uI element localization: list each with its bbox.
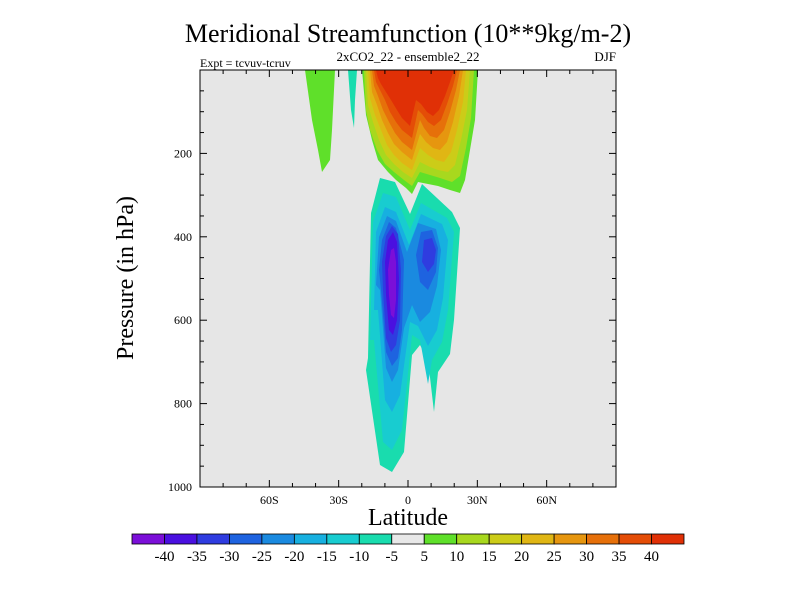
colorbar: -40 -35 -30 -25 -20 -15 -10 -5 5 10 15 20 25 30 35 40 — [131, 533, 685, 565]
colorbar-label: 30 — [579, 549, 594, 565]
colorbar-swatch — [293, 533, 328, 545]
colorbar-swatch — [196, 533, 230, 545]
subtitle-left: Expt = tcvuv-tcruv — [200, 56, 291, 70]
x-axis: 60S 30S 0 30N 60N — [222, 70, 594, 507]
colorbar-swatch — [553, 533, 587, 545]
colorbar-swatch — [164, 533, 198, 545]
colorbar-label: 25 — [547, 549, 562, 565]
colorbar-label: -15 — [317, 549, 337, 565]
colorbar-swatch — [456, 533, 490, 545]
colorbar-swatch — [229, 533, 263, 545]
negative-contour-40 — [388, 248, 396, 318]
colorbar-label: -5 — [386, 549, 399, 565]
colorbar-label: -20 — [284, 549, 304, 565]
y-axis-label: Pressure (in hPa) — [113, 196, 139, 360]
colorbar-label: 10 — [449, 549, 464, 565]
colorbar-swatch — [131, 533, 165, 545]
y-tick-label: 400 — [174, 230, 192, 244]
colorbar-swatch — [358, 533, 393, 545]
colorbar-swatch — [488, 533, 523, 545]
y-tick-label: 600 — [174, 313, 192, 327]
colorbar-label: 15 — [482, 549, 497, 565]
colorbar-label: -10 — [349, 549, 369, 565]
colorbar-swatch — [326, 533, 360, 545]
colorbar-label: -35 — [187, 549, 207, 565]
negative-contour-30-nh — [422, 238, 436, 272]
positive-contour-5-sh — [305, 70, 335, 172]
x-tick-label: 30S — [329, 493, 348, 507]
colorbar-label: 20 — [514, 549, 529, 565]
y-tick-label: 800 — [174, 397, 192, 411]
x-tick-label: 30N — [467, 493, 488, 507]
colorbar-label: -25 — [252, 549, 272, 565]
subtitle-right: DJF — [594, 49, 616, 64]
positive-contour-5-thin — [348, 70, 357, 128]
colorbar-label: -40 — [154, 549, 174, 565]
colorbar-label: 40 — [644, 549, 659, 565]
y-axis: 200 400 600 800 1000 — [168, 90, 616, 494]
colorbar-swatch — [521, 533, 555, 545]
colorbar-swatch — [261, 533, 295, 545]
colorbar-label: 5 — [420, 549, 428, 565]
y-tick-label: 200 — [174, 146, 192, 160]
colorbar-swatch — [423, 533, 458, 545]
colorbar-label: -30 — [219, 549, 239, 565]
x-tick-label: 0 — [405, 493, 411, 507]
colorbar-swatch — [651, 533, 685, 545]
colorbar-label: 35 — [612, 549, 627, 565]
colorbar-swatch — [618, 533, 652, 545]
x-tick-label: 60S — [260, 493, 279, 507]
chart-title: Meridional Streamfunction (10**9kg/m-2) — [185, 19, 631, 48]
colorbar-swatch — [391, 533, 425, 545]
subtitle-center: 2xCO2_22 - ensemble2_22 — [337, 49, 480, 64]
contour-fills — [305, 70, 478, 472]
colorbar-swatch — [586, 533, 620, 545]
y-tick-label: 1000 — [168, 480, 192, 494]
positive-contour-40 — [376, 70, 454, 126]
x-tick-label: 60N — [536, 493, 557, 507]
x-axis-label: Latitude — [368, 505, 448, 531]
